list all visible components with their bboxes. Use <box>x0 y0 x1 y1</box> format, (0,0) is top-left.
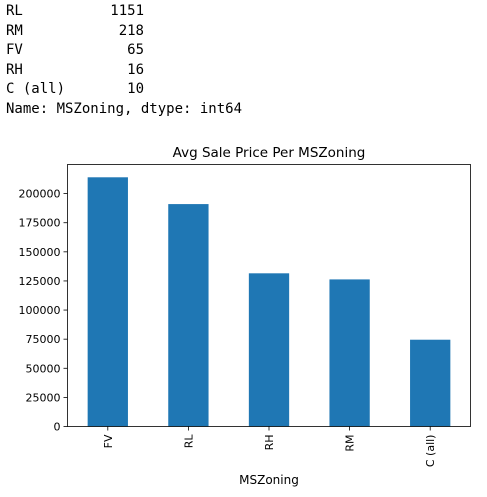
bar-fv <box>87 177 128 427</box>
bar-chart: Avg Sale Price Per MSZoning 0 25000 50000 7… <box>19 145 471 487</box>
y-tick-label: 0 <box>54 421 61 434</box>
bars <box>87 177 451 427</box>
x-tick-label: C (all) <box>424 435 437 468</box>
x-tick-label: FV <box>102 434 115 448</box>
x-tick-label: RL <box>182 434 195 449</box>
x-axis: FV RL RH RM C (all) <box>102 426 437 468</box>
cell-output-text: RL 1151 RM 218 FV 65 RH 16 C (all) 10 Name: MSZoni… <box>6 2 242 119</box>
x-tick-label: RM <box>344 435 357 452</box>
x-axis-label: MSZoning <box>239 473 299 487</box>
output-footer: Name: MSZoning, dtype: int64 <box>6 100 243 117</box>
chart-title: Avg Sale Price Per MSZoning <box>173 145 366 161</box>
y-tick-label: 150000 <box>19 246 61 259</box>
y-axis: 0 25000 50000 75000 100000 125000 150000 175000… <box>19 188 68 434</box>
x-tick-label: RH <box>263 435 276 451</box>
output-row-3: RH 16 <box>6 61 144 78</box>
plot-frame <box>67 164 471 427</box>
output-row-4: C (all) 10 <box>6 81 144 97</box>
y-tick-label: 50000 <box>26 362 61 375</box>
bar-rm <box>329 279 370 427</box>
y-tick-label: 25000 <box>26 391 61 404</box>
bar-c-all <box>410 339 451 427</box>
output-row-1: RM 218 <box>6 22 144 39</box>
y-tick-label: 125000 <box>19 275 61 288</box>
y-tick-label: 200000 <box>19 188 61 201</box>
output-row-2: FV 65 <box>6 42 144 58</box>
y-tick-label: 100000 <box>19 304 61 317</box>
y-tick-label: 175000 <box>19 217 61 230</box>
bar-rl <box>168 204 209 427</box>
y-tick-label: 75000 <box>26 333 61 346</box>
bar-rh <box>248 273 290 427</box>
output-row-0: RL 1151 <box>6 3 144 19</box>
